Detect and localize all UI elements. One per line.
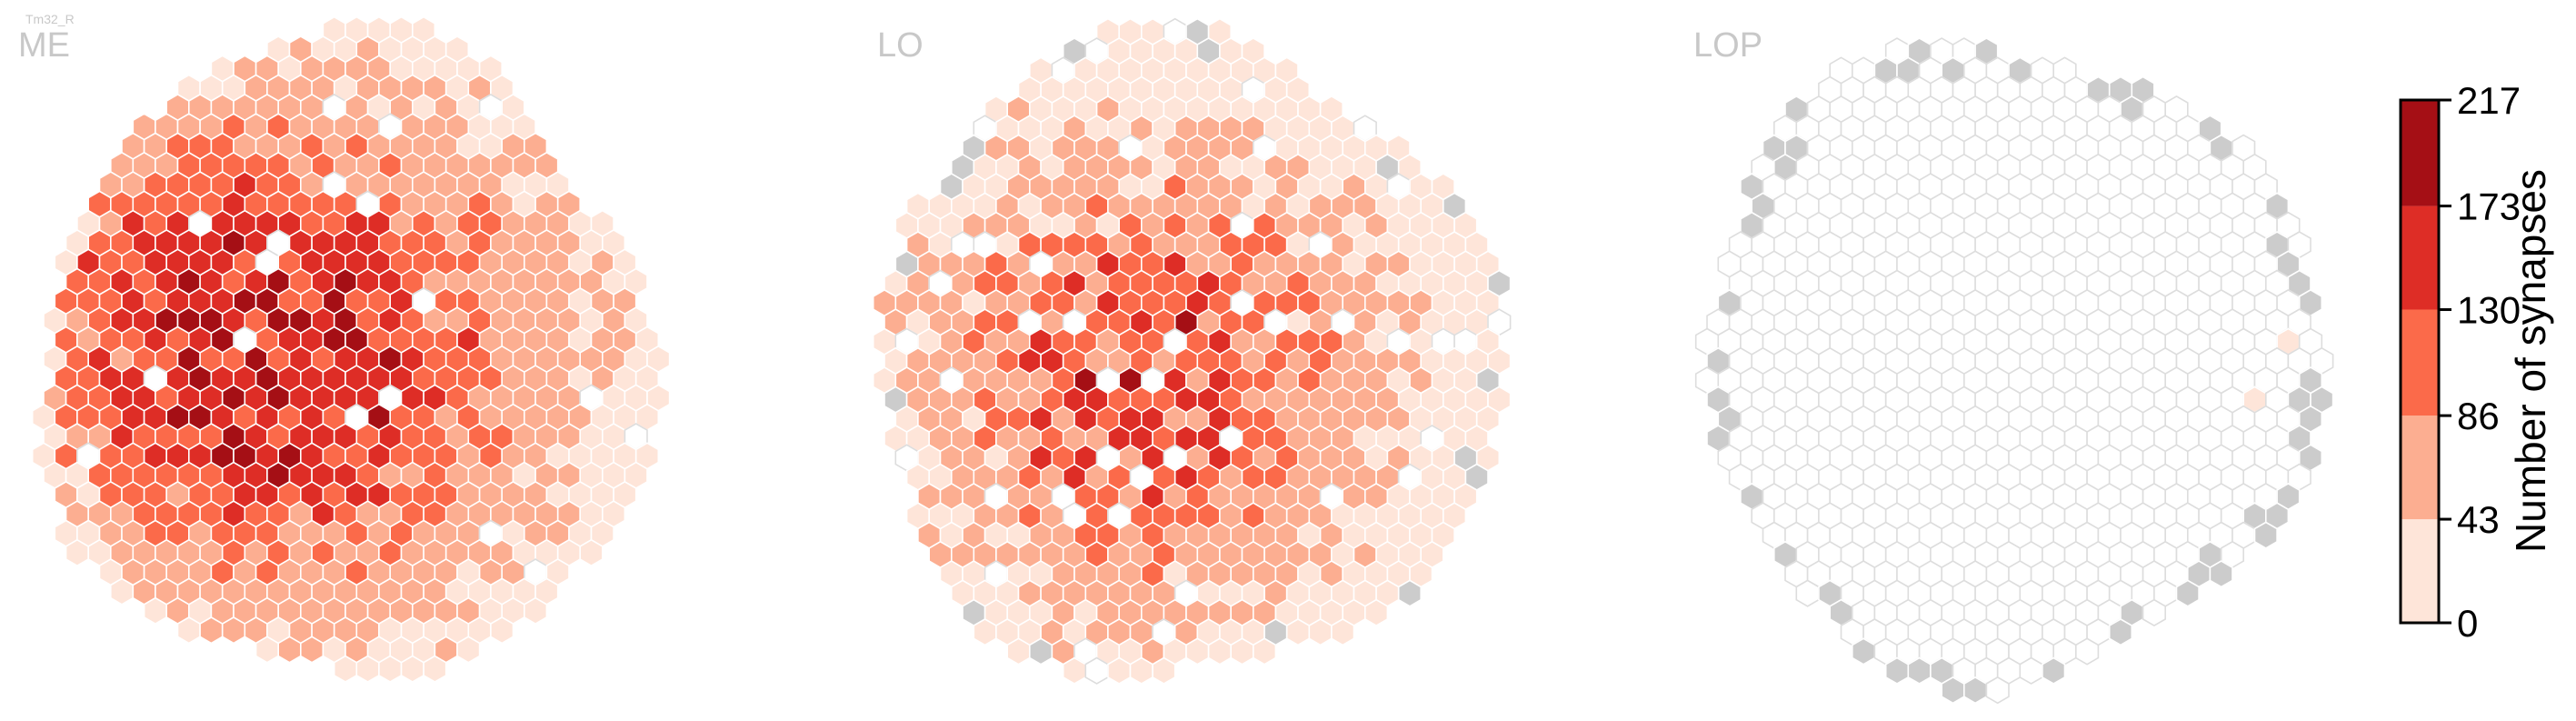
- hex-cell-me-706: [255, 636, 280, 664]
- hex-cell-me-716: [333, 655, 358, 683]
- hex-cell-lo-722: [1029, 637, 1053, 666]
- hex-cell-me-708: [299, 636, 324, 664]
- colorbar-frame: [2399, 98, 2441, 625]
- colorbar-band-2: [2401, 309, 2439, 416]
- hex-cell-lo-703: [1364, 598, 1389, 627]
- hex-cell-lop-650: [2209, 560, 2233, 588]
- hex-cell-me-692: [199, 616, 224, 645]
- hex-cell-me-693: [221, 616, 246, 645]
- hex-cell-lo-684: [1397, 579, 1422, 607]
- hex-cell-me-719: [400, 655, 424, 683]
- hex-cell-lo-731: [1230, 637, 1254, 666]
- hex-cell-lo-736: [1129, 656, 1153, 685]
- hex-cell-lo-734: [1084, 656, 1109, 685]
- hex-cell-lop-717: [1963, 676, 1988, 705]
- hex-cell-me-705: [490, 616, 514, 645]
- hex-cell-lo-733: [1062, 656, 1087, 685]
- hex-cell-lop-696: [2108, 618, 2133, 646]
- hex-cell-lop-707: [2075, 637, 2100, 666]
- hex-cell-lop-708: [1884, 656, 1910, 685]
- colorbar-tick-label-2: 86: [2457, 395, 2500, 437]
- hex-cell-lo-721: [1006, 637, 1031, 666]
- hex-cell-lop-651: [1795, 579, 1820, 607]
- hex-cell-me-718: [378, 655, 403, 683]
- panel-lo: LO: [872, 17, 1512, 685]
- colorbar-tick-label-0: 0: [2457, 602, 2478, 645]
- colorbar-band-1: [2401, 416, 2439, 520]
- panel-label-me: ME: [18, 26, 70, 65]
- hex-cell-lo-718: [1285, 618, 1311, 646]
- hex-cell-lop-718: [1985, 676, 2010, 705]
- hex-cell-lop-714: [2019, 656, 2043, 685]
- hex-cell-me-631: [579, 538, 604, 567]
- hex-cell-me-717: [355, 655, 380, 683]
- cell-type-label: Tm32_R: [25, 12, 75, 26]
- hex-cell-lop-697: [1852, 637, 1876, 666]
- hex-cell-lop-709: [1907, 656, 1932, 685]
- hex-cell-lop-609: [2253, 521, 2278, 549]
- hex-cell-me-720: [423, 655, 447, 683]
- hex-cell-me-690: [523, 596, 548, 626]
- colorbar: 0 43 86 130 173 217 Number of synapses: [2399, 79, 2554, 645]
- colorbar-title: Number of synapses: [2507, 169, 2554, 553]
- hex-cell-lo-704: [973, 618, 997, 646]
- hex-cell-me-715: [456, 636, 481, 664]
- hex-cell-lop-683: [2142, 598, 2166, 627]
- hex-cell-me-691: [176, 616, 201, 645]
- hex-cell-lo-737: [1152, 656, 1176, 685]
- hex-cell-me-707: [277, 636, 302, 664]
- hex-cell-lo-730: [1207, 637, 1232, 666]
- hex-cell-lo-735: [1107, 656, 1132, 685]
- hex-cell-lop-716: [1941, 676, 1965, 705]
- colorbar-tick-label-3: 130: [2457, 289, 2521, 332]
- hex-cell-me-673: [143, 596, 167, 626]
- panel-label-lop: LOP: [1693, 26, 1762, 65]
- hex-cell-lo-719: [1308, 618, 1333, 646]
- colorbar-band-4: [2401, 100, 2439, 206]
- colorbar-band-3: [2401, 205, 2439, 310]
- hex-cell-lo-732: [1253, 637, 1277, 666]
- hex-cell-lop-715: [2042, 656, 2066, 685]
- colorbar-band-0: [2401, 519, 2439, 623]
- colorbar-tick-label-5: 217: [2457, 79, 2521, 122]
- panel-label-lo: LO: [877, 26, 924, 65]
- hex-cell-me-653: [110, 577, 135, 606]
- hex-cell-lo-729: [1185, 637, 1210, 666]
- hex-cell-lo-720: [1331, 618, 1355, 646]
- colorbar-tick-label-1: 43: [2457, 498, 2500, 541]
- panel-lop: LOP: [1693, 26, 2334, 705]
- colorbar-tick-label-4: 173: [2457, 185, 2521, 228]
- hex-cell-me-608: [65, 538, 89, 567]
- panel-me: ME: [18, 15, 671, 683]
- hex-cell-lop-668: [2175, 579, 2200, 607]
